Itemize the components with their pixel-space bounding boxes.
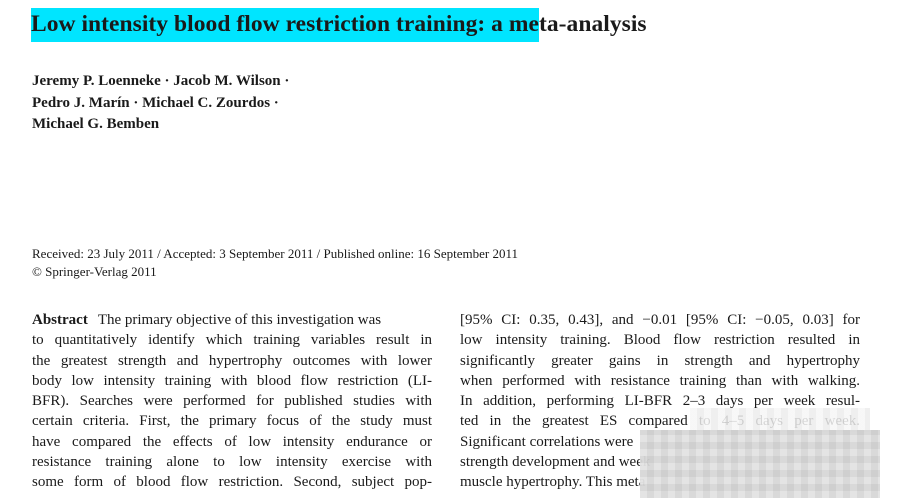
- abstract-line: body low intensity training with blood f…: [32, 372, 432, 389]
- paper-title: Low intensity blood flow restriction tra…: [31, 8, 647, 42]
- abstract-line: significantly greater gains in strength …: [460, 352, 860, 369]
- abstract-line: low intensity training. Blood flow restr…: [460, 332, 860, 349]
- abstract-left-column: Abstract The primary objective of this in…: [32, 310, 432, 493]
- abstract-line: In addition, performing LI-BFR 2–3 days …: [460, 393, 860, 410]
- abstract-line: certain criteria. First, the primary foc…: [32, 413, 432, 430]
- abstract-line-text: The primary objective of this investigat…: [97, 312, 382, 328]
- publication-dates: Received: 23 July 2011 / Accepted: 3 Sep…: [32, 245, 518, 281]
- abstract-line: Significant correlations were: [460, 433, 634, 450]
- abstract-line: [95% CI: 0.35, 0.43], and −0.01 [95% CI:…: [460, 312, 860, 328]
- abstract-line: when performed with resistance training …: [460, 372, 860, 389]
- dates-line: Received: 23 July 2011 / Accepted: 3 Sep…: [32, 246, 518, 261]
- abstract-heading: Abstract: [32, 312, 88, 328]
- author-line: Jeremy P. Loenneke · Jacob M. Wilson ·: [32, 73, 290, 89]
- abstract-line: have compared the effects of low intensi…: [32, 433, 432, 450]
- pixelated-overlay: [640, 430, 880, 498]
- abstract-line: Abstract The primary objective of this in…: [32, 310, 432, 330]
- author-line: Pedro J. Marín · Michael C. Zourdos ·: [32, 94, 279, 111]
- copyright-line: © Springer-Verlag 2011: [32, 264, 157, 279]
- abstract-line: some form of blood flow restriction. Sec…: [32, 474, 432, 491]
- pixelated-overlay: [690, 408, 870, 432]
- author-line: Michael G. Bemben: [32, 116, 160, 132]
- abstract-line: to quantitatively identify which trainin…: [32, 332, 432, 349]
- title-highlighted-text: Low intensity blood flow restriction tra…: [31, 8, 539, 42]
- abstract-line: strength development and week: [460, 454, 651, 471]
- title-remaining-text: ta-analysis: [539, 11, 647, 37]
- abstract-line: BFR). Searches were performed for publis…: [32, 393, 432, 410]
- abstract-line: resistance training alone to low intensi…: [32, 454, 432, 471]
- abstract-line: muscle hypertrophy. This meta: [460, 474, 646, 491]
- abstract-line: the greatest strength and hypertrophy ou…: [32, 352, 432, 369]
- author-list: Jeremy P. Loenneke · Jacob M. Wilson · P…: [32, 71, 289, 136]
- abstract-right-column: [95% CI: 0.35, 0.43], and −0.01 [95% CI:…: [460, 310, 860, 493]
